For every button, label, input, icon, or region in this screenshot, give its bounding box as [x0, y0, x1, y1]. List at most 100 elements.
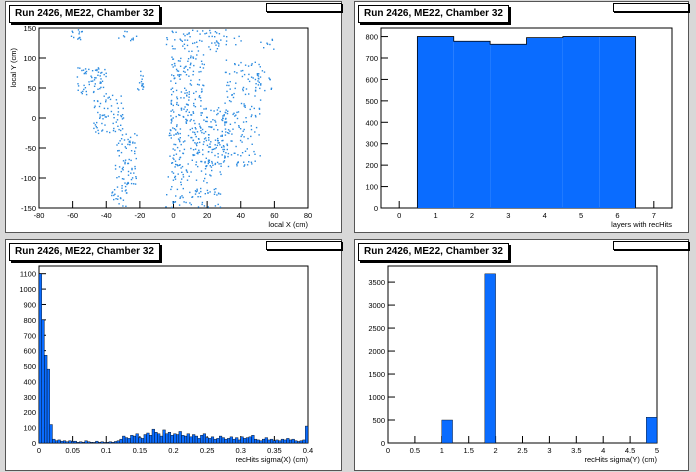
scatter-point [79, 36, 81, 39]
scatter-point [185, 170, 188, 172]
scatter-point [184, 35, 186, 37]
x-axis-label: recHits sigma(X) (cm) [236, 455, 309, 464]
scatter-point [196, 188, 198, 190]
scatter-point [192, 131, 194, 133]
scatter-point [97, 129, 99, 132]
scatter-point [175, 115, 177, 118]
scatter-point [209, 48, 212, 51]
scatter-point [200, 160, 202, 163]
scatter-point [135, 157, 137, 160]
scatter-point [113, 189, 116, 191]
scatter-point [186, 179, 189, 181]
scatter-point [263, 71, 266, 73]
scatter-point [115, 121, 117, 123]
scatter-point [211, 35, 213, 38]
scatter-point [190, 79, 192, 82]
scatter-point [226, 148, 228, 151]
scatter-point [95, 125, 97, 128]
scatter-point [121, 134, 124, 136]
scatter-point [182, 45, 184, 47]
scatter-point [227, 152, 230, 155]
scatter-point [208, 134, 210, 136]
pad-sigma-y: 0 500 1000 1500 2000 2500 3000 3500 0 0.5 1 1.5 2 2.5… [354, 239, 689, 471]
histogram-bar [291, 438, 295, 444]
scatter-point [174, 166, 176, 168]
scatter-point [122, 169, 124, 171]
scatter-point [97, 100, 99, 103]
scatter-point [243, 73, 246, 76]
scatter-point [173, 154, 175, 156]
plot-frame [38, 265, 309, 444]
y-tick-label: -50 [25, 144, 36, 153]
scatter-point [102, 118, 104, 120]
scatter-point [101, 122, 103, 125]
scatter-point [215, 188, 217, 190]
histogram-bar [441, 419, 453, 444]
scatter-point [250, 64, 253, 66]
scatter-point [102, 86, 105, 89]
scatter-point [229, 81, 231, 83]
scatter-point [95, 131, 97, 133]
scatter-point [173, 128, 176, 130]
histogram-bar [184, 435, 188, 444]
x-tick-label: 1.5 [463, 446, 473, 455]
scatter-point [125, 205, 127, 207]
scatter-point [215, 50, 217, 53]
scatter-point [131, 168, 133, 171]
scatter-point [208, 139, 210, 141]
scatter-point [195, 191, 197, 193]
scatter-point [200, 105, 202, 107]
scatter-point [214, 139, 217, 141]
scatter-point [212, 119, 214, 121]
scatter-point [246, 164, 249, 166]
y-tick-label: 600 [365, 75, 378, 84]
scatter-point [236, 163, 238, 165]
scatter-point [191, 136, 193, 139]
scatter-point [224, 118, 227, 120]
scatter-point [121, 185, 123, 187]
scatter-plot: -150 -100 -50 0 50 100 150 -80 -60 -40 -20 0 20 40 60 8… [9, 24, 312, 229]
x-tick-label: 0 [397, 211, 401, 220]
scatter-point [227, 132, 229, 134]
scatter-point [255, 116, 257, 118]
scatter-point [105, 93, 107, 95]
scatter-point [184, 47, 186, 50]
y-tick-label: 300 [23, 393, 36, 402]
histogram-bar [278, 440, 282, 444]
scatter-point [192, 74, 194, 76]
scatter-point [124, 163, 126, 165]
y-tick-label: 500 [365, 97, 378, 106]
scatter-point [188, 111, 190, 113]
y-tick-label: 1000 [368, 393, 385, 402]
histogram-bar [81, 442, 85, 444]
scatter-point [173, 143, 175, 146]
scatter-point [177, 133, 179, 135]
scatter-point [229, 88, 231, 90]
scatter-point [221, 135, 223, 137]
scatter-point [193, 131, 196, 134]
scatter-point [225, 59, 228, 61]
scatter-point [271, 38, 273, 41]
scatter-point [253, 107, 255, 110]
histogram-bar [100, 441, 104, 444]
scatter-point [201, 203, 203, 206]
scatter-point [191, 159, 193, 161]
scatter-point [237, 154, 239, 156]
scatter-point [90, 75, 92, 77]
scatter-point [207, 162, 209, 165]
scatter-point [132, 39, 134, 41]
scatter-point [174, 39, 176, 41]
scatter-point [105, 101, 107, 103]
scatter-point [132, 37, 134, 39]
plot-title: Run 2426, ME22, Chamber 32 [358, 5, 509, 23]
scatter-point [99, 114, 101, 116]
scatter-point [258, 73, 260, 75]
scatter-point [229, 123, 232, 125]
scatter-point [182, 141, 185, 143]
scatter-point [218, 142, 220, 144]
x-tick-label: 0 [37, 446, 41, 455]
scatter-point [211, 162, 213, 164]
x-tick-label: 5 [579, 211, 583, 220]
scatter-point [222, 139, 224, 142]
scatter-point [244, 93, 247, 96]
